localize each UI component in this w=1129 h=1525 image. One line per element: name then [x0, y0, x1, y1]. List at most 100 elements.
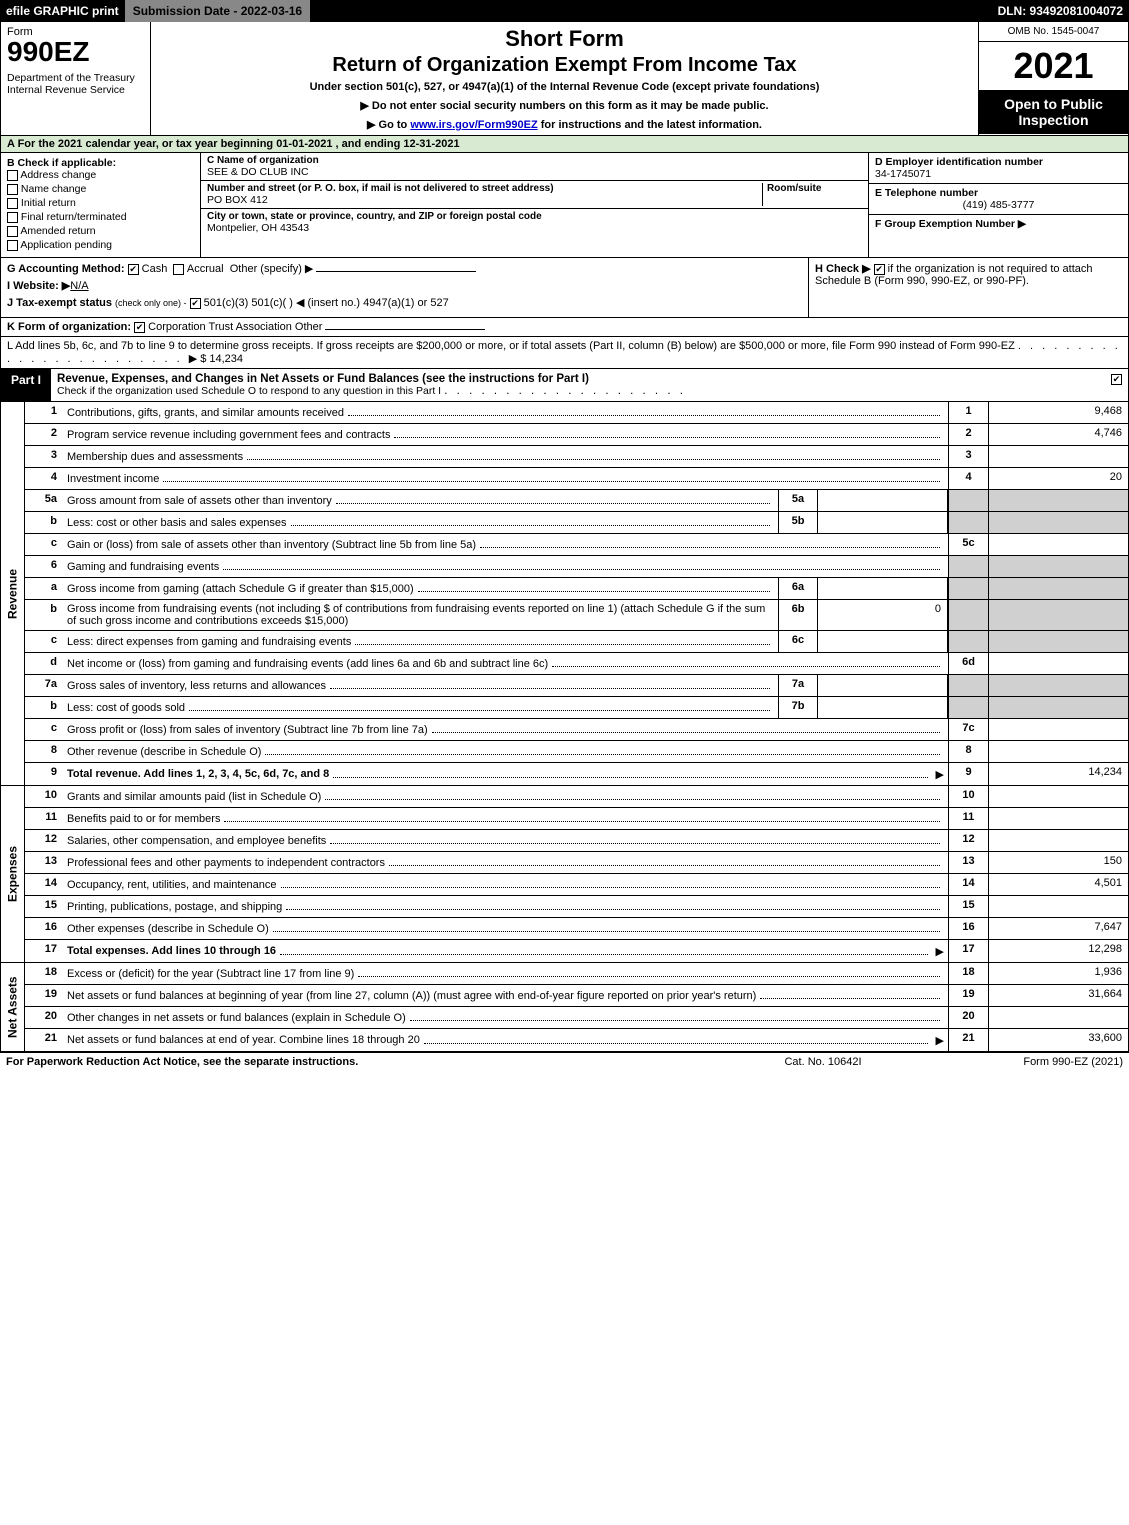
table-row: bGross income from fundraising events (n… [25, 600, 1128, 631]
form-subtitle: Under section 501(c), 527, or 4947(a)(1)… [157, 81, 972, 93]
irs-link[interactable]: www.irs.gov/Form990EZ [410, 119, 537, 131]
table-row: 1Contributions, gifts, grants, and simil… [25, 402, 1128, 424]
line-number: 10 [25, 786, 63, 807]
line-num-cell: 7c [948, 719, 988, 740]
line-desc: Gross income from gaming (attach Schedul… [63, 578, 778, 599]
cash-checkbox[interactable] [128, 264, 139, 275]
line-num-cell: 5c [948, 534, 988, 555]
line-num-cell [948, 697, 988, 718]
sub-value [818, 631, 948, 652]
line-number: 3 [25, 446, 63, 467]
part1-tab: Part I [1, 369, 51, 401]
table-row: 15Printing, publications, postage, and s… [25, 896, 1128, 918]
line-num-cell: 2 [948, 424, 988, 445]
form-number: 990EZ [7, 38, 144, 66]
line-value [988, 675, 1128, 696]
table-row: 13Professional fees and other payments t… [25, 852, 1128, 874]
line-desc: Grants and similar amounts paid (list in… [63, 786, 948, 807]
check-final-return[interactable]: Final return/terminated [7, 211, 194, 223]
line-number: 19 [25, 985, 63, 1006]
efile-label[interactable]: efile GRAPHIC print [0, 4, 125, 18]
check-app-pending[interactable]: Application pending [7, 239, 194, 251]
line-number: 15 [25, 896, 63, 917]
section-b: B Check if applicable: Address change Na… [1, 153, 201, 257]
table-row: 16Other expenses (describe in Schedule O… [25, 918, 1128, 940]
line-desc: Professional fees and other payments to … [63, 852, 948, 873]
line-desc: Gross profit or (loss) from sales of inv… [63, 719, 948, 740]
table-row: 8Other revenue (describe in Schedule O)8 [25, 741, 1128, 763]
line-k: K Form of organization: Corporation Trus… [0, 318, 1129, 337]
schedule-o-checkbox[interactable] [1111, 374, 1122, 385]
form-header: Form 990EZ Department of the Treasury In… [0, 22, 1129, 136]
line-value [988, 556, 1128, 577]
line-num-cell: 14 [948, 874, 988, 895]
form-ref: Form 990-EZ (2021) [923, 1056, 1123, 1068]
line-desc: Net assets or fund balances at end of ye… [63, 1029, 948, 1051]
check-address-change[interactable]: Address change [7, 169, 194, 181]
line-value [988, 490, 1128, 511]
line-desc: Other revenue (describe in Schedule O) [63, 741, 948, 762]
line-value [988, 578, 1128, 599]
sub-line: 7a [778, 675, 818, 696]
schedule-b-checkbox[interactable] [874, 264, 885, 275]
line-value: 9,468 [988, 402, 1128, 423]
line-num-cell: 11 [948, 808, 988, 829]
table-row: 4Investment income420 [25, 468, 1128, 490]
line-value: 4,746 [988, 424, 1128, 445]
line-num-cell: 21 [948, 1029, 988, 1051]
line-desc: Gross sales of inventory, less returns a… [63, 675, 778, 696]
table-row: 20Other changes in net assets or fund ba… [25, 1007, 1128, 1029]
line-value: 12,298 [988, 940, 1128, 962]
check-initial-return[interactable]: Initial return [7, 197, 194, 209]
line-number: 7a [25, 675, 63, 696]
sub-line: 7b [778, 697, 818, 718]
line-value: 31,664 [988, 985, 1128, 1006]
corporation-checkbox[interactable] [134, 322, 145, 333]
line-number: 8 [25, 741, 63, 762]
table-row: bLess: cost or other basis and sales exp… [25, 512, 1128, 534]
line-desc: Total revenue. Add lines 1, 2, 3, 4, 5c,… [63, 763, 948, 785]
line-num-cell: 1 [948, 402, 988, 423]
line-num-cell: 15 [948, 896, 988, 917]
ein-row: D Employer identification number 34-1745… [869, 153, 1128, 184]
table-row: 19Net assets or fund balances at beginni… [25, 985, 1128, 1007]
tax-year: 2021 [979, 42, 1128, 90]
table-row: 14Occupancy, rent, utilities, and mainte… [25, 874, 1128, 896]
table-row: cGross profit or (loss) from sales of in… [25, 719, 1128, 741]
line-num-cell: 16 [948, 918, 988, 939]
line-num-cell [948, 600, 988, 630]
line-number: b [25, 697, 63, 718]
sub-value [818, 675, 948, 696]
accrual-checkbox[interactable] [173, 264, 184, 275]
line-desc: Benefits paid to or for members [63, 808, 948, 829]
table-row: 18Excess or (deficit) for the year (Subt… [25, 963, 1128, 985]
cat-no: Cat. No. 10642I [723, 1056, 923, 1068]
table-row: bLess: cost of goods sold7b [25, 697, 1128, 719]
line-num-cell: 6d [948, 653, 988, 674]
line-value: 33,600 [988, 1029, 1128, 1051]
line-value [988, 741, 1128, 762]
line-value: 1,936 [988, 963, 1128, 984]
line-desc: Gross income from fundraising events (no… [63, 600, 778, 630]
phone: (419) 485-3777 [875, 199, 1122, 211]
line-desc: Other expenses (describe in Schedule O) [63, 918, 948, 939]
org-city-row: City or town, state or province, country… [201, 209, 868, 236]
check-name-change[interactable]: Name change [7, 183, 194, 195]
line-desc: Excess or (deficit) for the year (Subtra… [63, 963, 948, 984]
sub-line: 6b [778, 600, 818, 630]
sub-value [818, 512, 948, 533]
line-desc: Less: cost of goods sold [63, 697, 778, 718]
check-amended[interactable]: Amended return [7, 225, 194, 237]
sub-value [818, 697, 948, 718]
501c3-checkbox[interactable] [190, 298, 201, 309]
org-name-row: C Name of organization SEE & DO CLUB INC [201, 153, 868, 181]
sub-line: 5a [778, 490, 818, 511]
line-number: 17 [25, 940, 63, 962]
table-row: cGain or (loss) from sale of assets othe… [25, 534, 1128, 556]
section-b-label: B Check if applicable: [7, 157, 194, 169]
warning-text: ▶ Do not enter social security numbers o… [157, 99, 972, 112]
line-number: 9 [25, 763, 63, 785]
line-value: 20 [988, 468, 1128, 489]
line-desc: Salaries, other compensation, and employ… [63, 830, 948, 851]
line-desc: Other changes in net assets or fund bala… [63, 1007, 948, 1028]
